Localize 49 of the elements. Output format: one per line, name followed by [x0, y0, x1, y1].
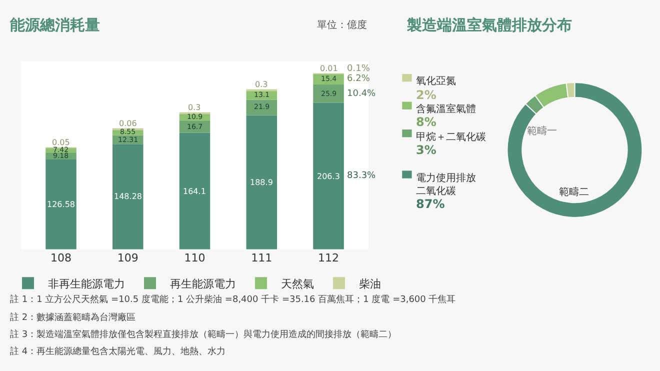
- annotation: 10.4%: [347, 89, 376, 99]
- data-label: 148.28: [114, 192, 142, 201]
- chart-title: 製造端溫室氣體排放分布: [406, 16, 572, 34]
- donut-slice: [506, 82, 643, 218]
- data-label: 8%: [416, 115, 436, 129]
- legend-label: 非再生能源電力: [48, 277, 125, 290]
- text: 註 3：製造端溫室氣體排放僅包含製程直接排放（範疇一）與電力使用造成的間接排放（範疇二）: [10, 329, 397, 340]
- legend-label: 再生能源電力: [170, 277, 236, 290]
- text: 註 1：1 立方公尺天然氣 =10.5 度電能；1 公升柴油 =8,400 千卡 =35.16 百萬焦耳；1 度電 =3,600 千焦耳: [10, 294, 456, 305]
- bar: [246, 115, 278, 250]
- data-label: 206.3: [317, 172, 340, 181]
- bar: [246, 100, 278, 116]
- x-tick-label: 110: [184, 251, 206, 264]
- text: 註 2：數據涵蓋範疇為台灣廠區: [10, 312, 136, 323]
- data-label: 3%: [416, 143, 436, 157]
- annotation: 83.3%: [347, 171, 376, 181]
- legend-label: 含氟溫室氣體: [416, 103, 476, 115]
- x-tick-label: 108: [50, 251, 72, 264]
- bar: [313, 84, 344, 103]
- annotation: 0.1%: [347, 64, 370, 74]
- legend-label: 電力使用排放二氧化碳: [416, 172, 476, 197]
- data-label: 0.3: [255, 80, 268, 89]
- x-tick-label: 111: [251, 251, 272, 264]
- bar: [112, 144, 144, 250]
- legend-label: 天然氣: [281, 277, 314, 290]
- text: 範疇一: [527, 125, 557, 137]
- bar: [179, 132, 210, 250]
- x-tick-label: 109: [117, 251, 138, 264]
- legend-label: 甲烷＋二氧化碳: [416, 131, 486, 143]
- data-label: 0.01: [320, 64, 338, 73]
- data-label: 0.3: [188, 103, 201, 112]
- x-tick-label: 112: [318, 251, 340, 264]
- data-label: 126.58: [47, 200, 75, 209]
- data-label: 188.9: [250, 178, 273, 187]
- legend-label: 氧化亞氮: [416, 75, 456, 87]
- bar: [313, 102, 344, 250]
- data-label: 2%: [416, 88, 436, 102]
- text: 範疇二: [559, 186, 589, 198]
- data-label: 87%: [416, 197, 445, 211]
- text: 註 4：再生能源總量包含太陽光電、風力、地熱、水力: [10, 346, 226, 357]
- bar: [46, 160, 76, 250]
- bar: [179, 121, 210, 133]
- data-label: 0.05: [52, 138, 70, 147]
- chart-subtitle: 單位：億度: [317, 19, 367, 31]
- legend-label: 柴油: [359, 277, 381, 290]
- annotation: 6.2%: [347, 74, 370, 84]
- data-label: 0.06: [119, 119, 137, 128]
- data-label: 164.1: [183, 187, 206, 196]
- chart-title: 能源總消耗量: [10, 16, 100, 34]
